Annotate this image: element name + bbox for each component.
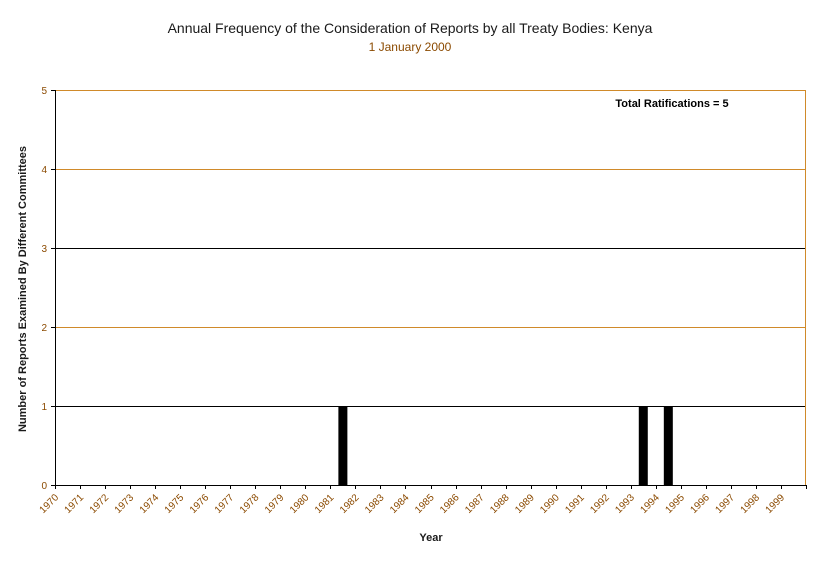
x-tick-label-1972: 1972 [88,492,112,516]
chart-title: Annual Frequency of the Consideration of… [167,20,653,36]
x-axis-title: Year [419,532,443,544]
x-tick-label-1990: 1990 [538,492,562,516]
plot-frame [55,90,806,486]
x-tick-label-1991: 1991 [563,492,587,516]
x-tick-label-1985: 1985 [413,492,437,516]
x-tick-label-1974: 1974 [138,492,162,516]
x-tick-label-1982: 1982 [338,492,362,516]
x-tick-label-1984: 1984 [388,492,412,516]
y-tick-label-4: 4 [41,165,47,176]
x-tick-label-1978: 1978 [238,492,262,516]
y-tick-label-5: 5 [41,86,47,97]
x-tick-label-1993: 1993 [613,492,637,516]
x-tick-label-1971: 1971 [63,492,87,516]
x-tick-label-1996: 1996 [688,492,712,516]
x-tick-label-1979: 1979 [263,492,287,516]
chart-subtitle: 1 January 2000 [368,40,452,54]
y-tick-label-2: 2 [41,323,47,334]
x-tick-label-1994: 1994 [638,492,662,516]
y-tick-label-3: 3 [41,244,47,255]
x-tick-label-1973: 1973 [113,492,137,516]
y-tick-label-1: 1 [41,402,47,413]
x-tick-label-1986: 1986 [438,492,462,516]
bar-1993 [638,406,648,485]
x-tick-label-1983: 1983 [363,492,387,516]
x-tick-label-1988: 1988 [488,492,512,516]
y-axis-title: Number of Reports Examined By Different … [17,146,29,432]
bar-1994 [663,406,673,485]
x-tick-label-1992: 1992 [588,492,612,516]
x-tick-label-1980: 1980 [288,492,312,516]
y-tick-label-0: 0 [41,481,47,492]
annotation-total-ratifications: Total Ratifications = 5 [615,98,728,110]
x-tick-label-1998: 1998 [739,492,763,516]
x-tick-label-1987: 1987 [463,492,487,516]
x-tick-label-1995: 1995 [663,492,687,516]
x-tick-label-1989: 1989 [513,492,537,516]
x-tick-label-1970: 1970 [38,492,62,516]
x-tick-label-1976: 1976 [188,492,212,516]
x-tick-label-1997: 1997 [714,492,738,516]
x-tick-label-1981: 1981 [313,492,337,516]
x-tick-label-1999: 1999 [764,492,788,516]
x-tick-label-1977: 1977 [213,492,237,516]
x-tick-label-1975: 1975 [163,492,187,516]
bar-1981 [338,406,348,485]
